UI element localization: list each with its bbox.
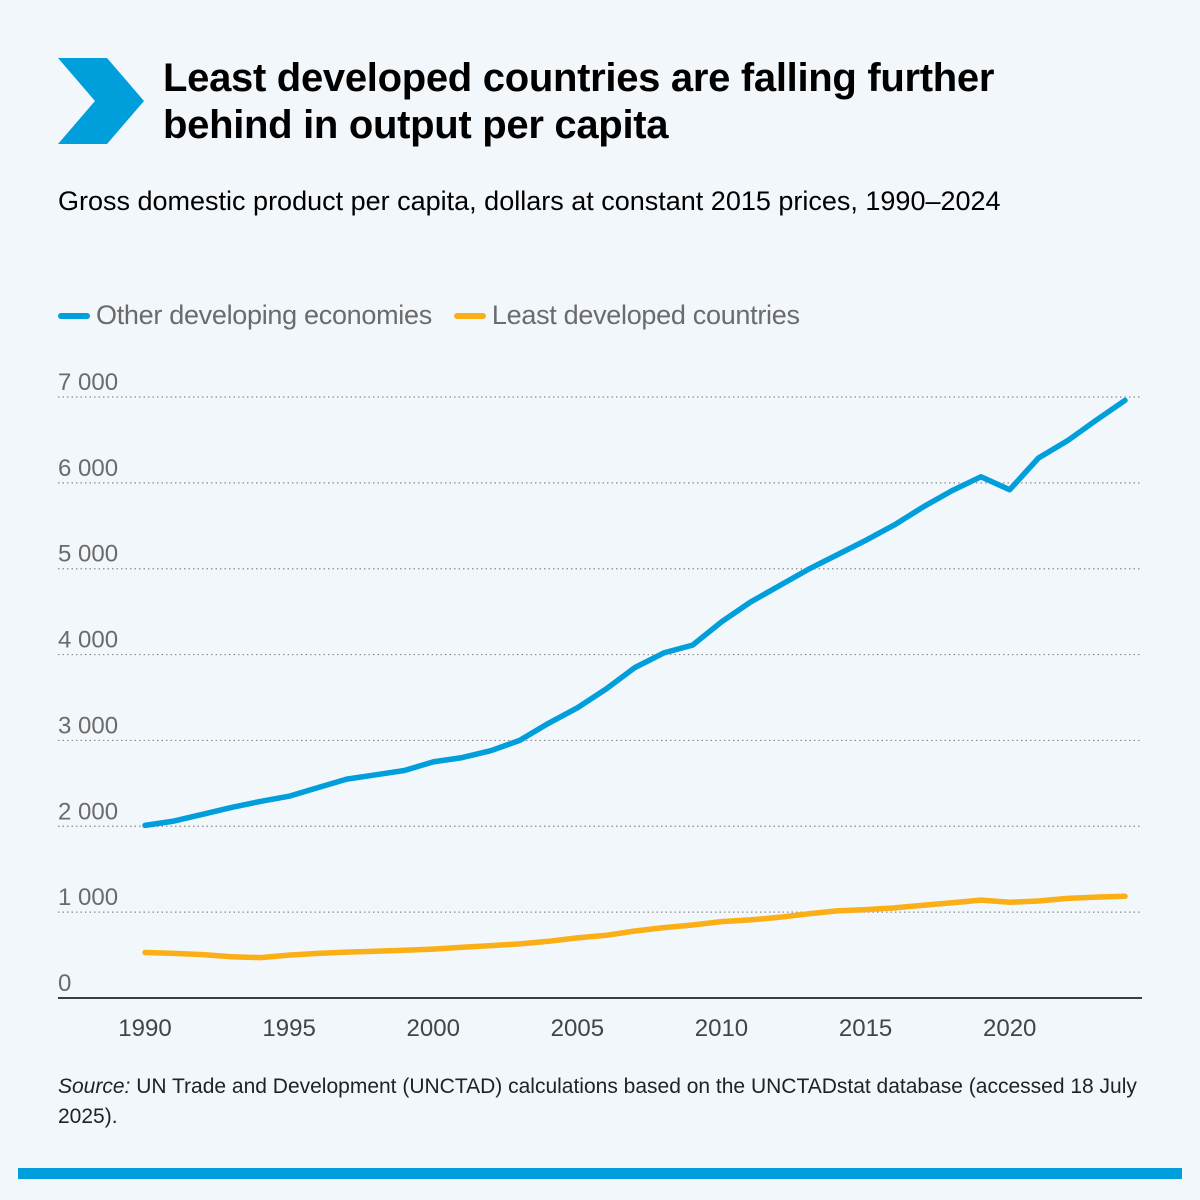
x-tick-label: 2020 [983, 1015, 1036, 1042]
legend-item-least-developed: Least developed countries [453, 300, 800, 331]
source-label: Source: [58, 1075, 131, 1098]
chart-legend: Other developing economies Least develop… [58, 300, 822, 331]
line-chart: 0 1 000 2 000 3 000 4 000 5 000 6 000 7 000 1990… [58, 369, 1142, 1042]
x-tick-label: 1990 [118, 1015, 171, 1042]
x-tick-label: 2010 [695, 1015, 748, 1042]
source-note: Source: UN Trade and Development (UNCTAD… [58, 1072, 1158, 1132]
y-tick-label: 6 000 [58, 455, 118, 482]
legend-label-least-developed: Least developed countries [491, 300, 800, 330]
series-line-other-developing [142, 397, 1128, 829]
x-tick-label: 1995 [262, 1015, 315, 1042]
y-tick-label: 5 000 [58, 541, 118, 568]
legend-item-other-developing: Other developing economies [58, 300, 432, 331]
page-title: Least developed countries are falling fu… [163, 56, 995, 147]
y-tick-label: 3 000 [58, 712, 118, 739]
chart-subtitle: Gross domestic product per capita, dolla… [58, 186, 1001, 216]
series-line-least-developed [142, 893, 1128, 961]
x-tick-label: 2005 [551, 1015, 604, 1042]
bottom-accent-bar [18, 1168, 1182, 1179]
y-tick-label: 7 000 [58, 369, 118, 396]
y-tick-label: 4 000 [58, 627, 118, 654]
legend-swatch-other-developing [58, 312, 90, 319]
chevron-logo-icon [58, 58, 144, 144]
x-tick-label: 2015 [839, 1015, 892, 1042]
y-tick-label: 2 000 [58, 798, 118, 825]
x-tick-label: 2000 [407, 1015, 460, 1042]
source-text: UN Trade and Development (UNCTAD) calcul… [58, 1075, 1137, 1128]
y-tick-label: 0 [58, 970, 71, 997]
y-tick-label: 1 000 [58, 884, 118, 911]
legend-swatch-least-developed [453, 312, 486, 319]
legend-label-other-developing: Other developing economies [96, 300, 432, 330]
